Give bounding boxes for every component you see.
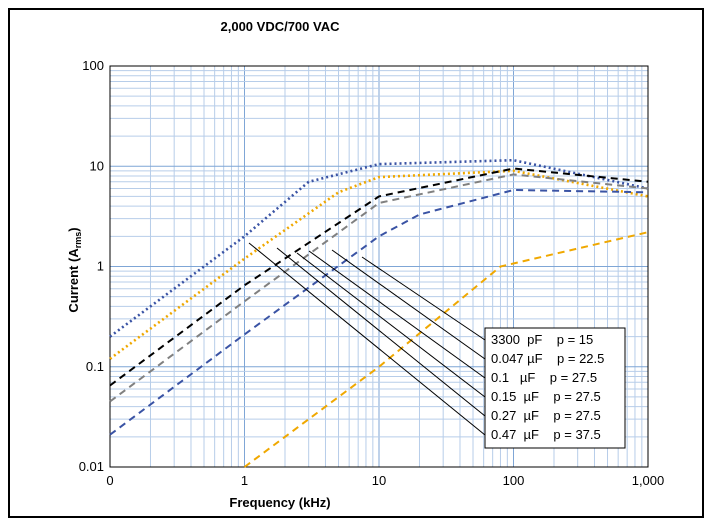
y-tick-label: 0.1 [86,359,104,374]
y-axis-label-main: Current (A [66,248,81,313]
y-tick-label: 100 [82,58,104,73]
y-axis-label-sub: rms [73,232,83,249]
legend-leader-lines [248,242,486,436]
legend-box [484,327,626,449]
legend-entry: 0.15 µF p = 27.5 [491,389,601,404]
y-axis-ticks: 0.01 0.1 1 10 100 [79,58,104,474]
leader-line [296,252,486,398]
y-tick-label: 1 [97,259,104,274]
legend-entry: 0.47 µF p = 37.5 [491,427,601,442]
y-axis-label-end: ) [66,227,81,231]
leader-line [276,247,486,417]
leader-line [308,250,486,379]
chart-frame: 2,000 VDC/700 VAC 3300 pF p = 15 0.047 µF… [8,8,704,518]
legend-entry: 0.27 µF p = 27.5 [491,408,601,423]
leader-line [248,242,486,436]
series-layer [109,158,649,468]
y-tick-label: 10 [90,158,104,173]
x-axis-ticks: 0 1 10 100 1,000 [106,473,664,488]
plot-area [109,65,649,468]
x-axis-label: Frequency (kHz) [229,495,330,510]
legend-entry: 0.047 µF p = 22.5 [491,351,604,366]
y-axis-label: Current (Arms) [66,227,83,312]
series-line [243,231,649,468]
chart-canvas: 2,000 VDC/700 VAC 3300 pF p = 15 0.047 µF… [66,19,664,510]
leader-line [361,256,486,341]
series-line [109,167,649,387]
leader-line [331,249,486,360]
legend: 3300 pF p = 15 0.047 µF p = 22.5 0.1 µF p … [484,327,626,449]
x-tick-label: 1,000 [632,473,665,488]
legend-entry: 3300 pF p = 15 [491,332,593,347]
x-tick-label: 0 [106,473,113,488]
y-tick-label: 0.01 [79,459,104,474]
legend-entry: 0.1 µF p = 27.5 [491,370,597,385]
x-tick-label: 1 [241,473,248,488]
series-line [109,173,649,403]
series-line [109,158,649,338]
x-tick-label: 10 [372,473,386,488]
x-tick-label: 100 [503,473,525,488]
chart-title: 2,000 VDC/700 VAC [221,19,341,34]
